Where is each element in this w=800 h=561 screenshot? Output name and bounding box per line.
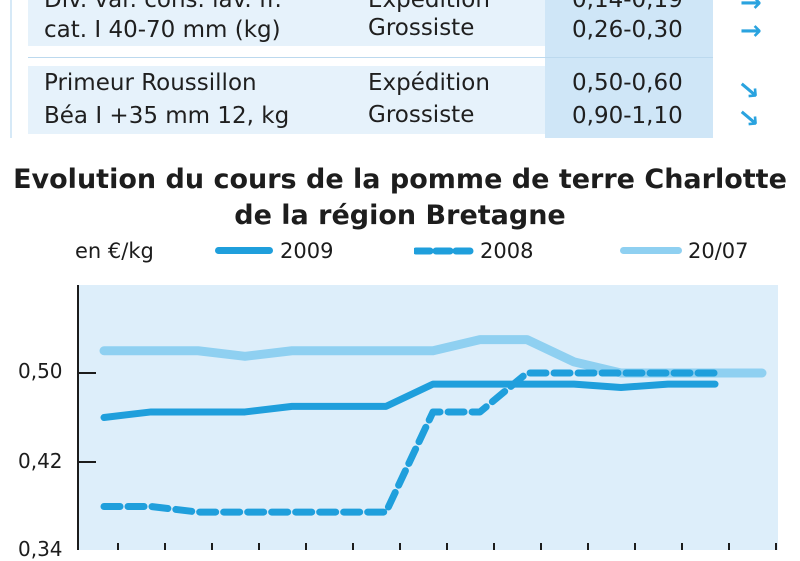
series-line-20-07: [99, 335, 767, 378]
table-row-band-1: [28, 0, 545, 46]
product-line: Primeur Roussillon: [44, 70, 257, 96]
product-line: cat. I 40-70 mm (kg): [44, 17, 281, 43]
price-column-background: [545, 0, 713, 138]
chart-subtitle: de la région Bretagne: [234, 200, 566, 231]
price-range: 0,50-0,60: [572, 70, 683, 96]
series-line-2008: [100, 369, 719, 516]
y-axis-unit-label: en €/kg: [75, 239, 154, 263]
legend-swatch-2007: [620, 247, 682, 254]
price-range: 0,90-1,10: [572, 103, 683, 129]
chart-title: Evolution du cours de la pomme de terre …: [13, 164, 787, 195]
y-tick-label: 0,42: [18, 449, 63, 473]
table-left-border: [10, 0, 12, 138]
table-row-divider: [28, 57, 713, 58]
product-line: Div. var. cons. lav. fr.: [44, 0, 282, 13]
legend-swatch-2009: [215, 247, 273, 254]
flat-arrow-icon: →: [740, 0, 762, 18]
price-range: 0,26-0,30: [572, 17, 683, 43]
series-line-2009: [100, 380, 719, 421]
market-stage: Grossiste: [368, 102, 475, 128]
price-range: 0,14-0,19: [572, 0, 683, 13]
market-stage: Expédition: [368, 0, 490, 13]
legend-label-2008: 2008: [480, 239, 534, 263]
legend-swatch-2008: [414, 247, 478, 255]
market-stage: Grossiste: [368, 15, 475, 41]
product-line: Béa I +35 mm 12, kg: [44, 103, 290, 129]
legend-label-2007: 20/07: [688, 239, 749, 263]
price-table: Div. var. cons. lav. fr. cat. I 40-70 mm…: [0, 0, 800, 138]
market-stage: Expédition: [368, 70, 490, 96]
table-row-band-2: [28, 66, 545, 134]
flat-arrow-icon: →: [740, 16, 762, 46]
y-tick-label: 0,50: [18, 359, 63, 383]
legend-label-2009: 2009: [280, 239, 334, 263]
